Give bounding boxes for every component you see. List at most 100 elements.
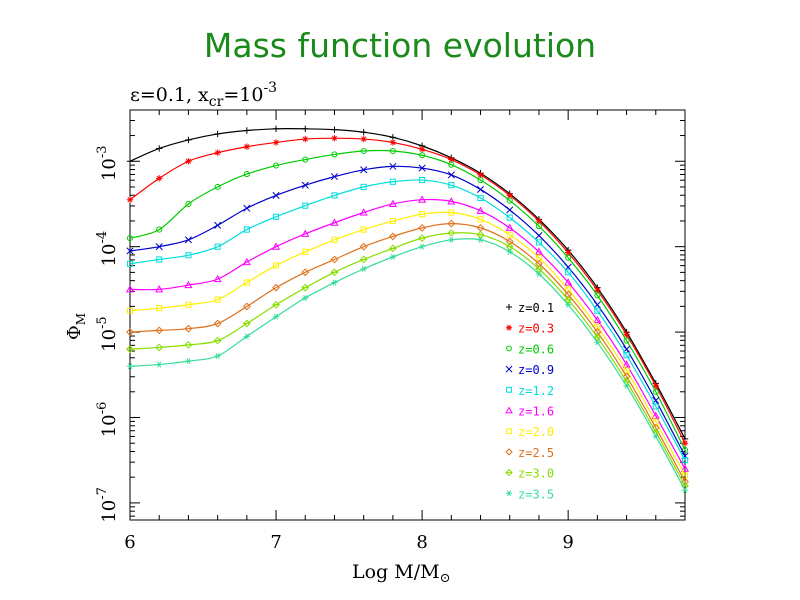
data-point (506, 206, 514, 214)
data-point (301, 229, 310, 237)
x-axis-label: Log M/M⊙ (352, 561, 450, 586)
series-line (129, 198, 686, 470)
data-point (388, 244, 397, 253)
x-tick-label: 7 (270, 532, 281, 553)
data-point (331, 126, 338, 133)
data-point (330, 218, 339, 226)
data-point (623, 331, 630, 338)
data-point (330, 255, 339, 264)
data-point (302, 248, 309, 255)
legend-label: z=1.2 (518, 384, 554, 398)
data-point (302, 135, 309, 143)
data-point (622, 372, 631, 381)
data-point (360, 265, 367, 272)
data-point (448, 236, 455, 243)
y-tick-label: 10-7 (95, 487, 120, 523)
series-z=0.3 (126, 134, 689, 447)
legend-label: z=0.9 (518, 363, 554, 377)
plot-frame (129, 109, 686, 521)
data-point (272, 213, 280, 220)
data-point (360, 226, 367, 233)
data-point (243, 127, 251, 134)
data-point (565, 269, 572, 276)
legend-marker (506, 386, 512, 393)
data-point (330, 268, 339, 277)
data-point (506, 192, 513, 199)
data-point (652, 433, 659, 440)
data-point (272, 139, 280, 146)
data-point (477, 171, 484, 179)
data-point (593, 328, 602, 336)
data-point (535, 217, 543, 225)
data-point (213, 274, 222, 283)
y-axis-label: ΦM (64, 313, 88, 340)
data-point (651, 411, 660, 419)
data-point (535, 271, 543, 277)
data-point (360, 183, 367, 190)
series-line (129, 232, 686, 487)
data-point (272, 283, 280, 292)
x-tick-label: 9 (562, 532, 573, 553)
data-point (184, 324, 193, 333)
data-point (272, 313, 280, 320)
legend-marker (505, 468, 513, 477)
data-point (126, 328, 134, 336)
data-point (419, 176, 426, 184)
data-point (622, 360, 631, 368)
data-point (389, 147, 396, 155)
series-line (129, 238, 686, 491)
y-tick-label: 10-5 (95, 316, 120, 352)
data-point (477, 194, 484, 202)
series-z=3.0 (126, 229, 689, 490)
legend-marker (506, 345, 512, 352)
data-point (593, 315, 602, 324)
legend-label: z=0.1 (518, 301, 554, 315)
data-point (447, 229, 456, 237)
data-point (535, 264, 543, 273)
data-point (681, 457, 689, 464)
data-point (681, 487, 689, 494)
data-point (302, 294, 309, 301)
data-point (476, 185, 485, 193)
data-point (156, 256, 163, 263)
data-point (243, 333, 251, 340)
data-point (155, 326, 164, 335)
data-point (680, 464, 690, 472)
data-point (126, 158, 134, 165)
data-point (652, 403, 659, 410)
series-line (129, 165, 686, 457)
data-point (214, 221, 222, 229)
data-point (155, 343, 164, 352)
data-point (389, 139, 397, 146)
data-point (360, 166, 368, 174)
data-point (184, 236, 192, 244)
data-point (155, 285, 164, 293)
data-point (126, 345, 134, 354)
data-point (418, 146, 426, 153)
data-point (681, 439, 689, 447)
data-point (448, 182, 455, 189)
data-point (330, 173, 339, 181)
data-point (185, 301, 192, 308)
data-point (243, 226, 250, 233)
data-point (126, 235, 134, 242)
data-point (594, 287, 601, 294)
data-point (389, 178, 396, 185)
data-point (156, 145, 163, 152)
data-point (477, 216, 484, 223)
data-point (156, 226, 163, 233)
legend-marker (506, 490, 512, 497)
data-point (242, 319, 251, 328)
y-tick-label: 10-6 (95, 402, 120, 438)
series-z=0.9 (126, 162, 689, 460)
legend-marker (505, 406, 513, 414)
data-point (418, 223, 427, 232)
data-point (331, 151, 338, 158)
legend-label: z=2.0 (518, 425, 554, 439)
data-point (476, 206, 485, 214)
data-point (594, 339, 601, 346)
legend-label: z=3.5 (518, 487, 554, 501)
x-tick-label: 6 (124, 532, 135, 553)
data-point (505, 242, 514, 251)
data-point (476, 230, 485, 239)
